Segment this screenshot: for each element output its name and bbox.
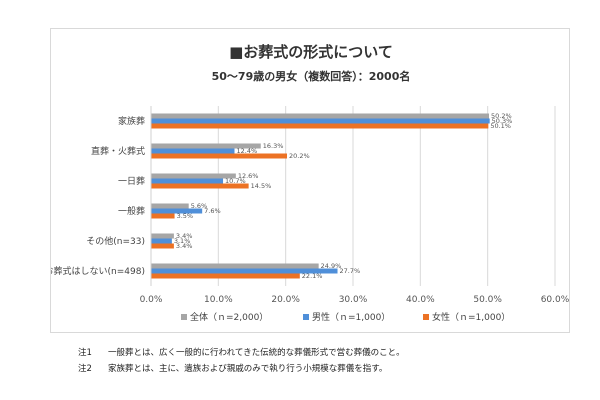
bar-chart: ■お葬式の形式について 50〜79歳の男女（複数回答）：2000名 0.0% 10.0… <box>51 43 570 323</box>
data-label: 12.6% <box>238 172 259 180</box>
x-tick-label: 30.0% <box>339 295 368 305</box>
footnotes: 注1 一般葬とは、広く一般的に行われてきた伝統的な葬儀形式で営む葬儀のこと。 注2… <box>78 345 405 377</box>
data-label: 24.9% <box>321 262 342 270</box>
footnote-tag: 注1 <box>78 348 92 358</box>
data-label: 50.1% <box>490 122 511 130</box>
chart-subtitle: 50〜79歳の男女（複数回答）：2000名 <box>212 69 411 83</box>
bar <box>151 148 235 154</box>
bar <box>151 118 490 124</box>
data-label: 50.3% <box>492 117 513 125</box>
legend-label: 全体（ｎ=2,000） <box>190 311 268 323</box>
data-label: 20.2% <box>289 152 310 160</box>
footnote-1: 注1 一般葬とは、広く一般的に行われてきた伝統的な葬儀形式で営む葬儀のこと。 <box>78 345 405 361</box>
legend-label: 女性（ｎ=1,000） <box>432 311 510 323</box>
bar <box>151 153 288 159</box>
chart-frame: ■お葬式の形式について 50〜79歳の男女（複数回答）：2000名 0.0% 10.0… <box>50 28 570 333</box>
bar <box>151 263 319 269</box>
chart-title: ■お葬式の形式について <box>229 43 393 61</box>
footnote-2: 注2 家族葬とは、主に、遺族および親戚のみで執り行う小規模な葬儀を指す。 <box>78 361 405 377</box>
bar <box>151 243 174 249</box>
data-label: 5.6% <box>191 202 208 210</box>
bar <box>151 143 261 149</box>
footnote-tag: 注2 <box>78 364 92 374</box>
x-tick-label: 60.0% <box>541 295 570 305</box>
category-label: 家族葬 <box>118 115 145 127</box>
legend-swatch <box>181 314 187 320</box>
bar <box>151 178 224 184</box>
bar <box>151 113 490 119</box>
bar <box>151 123 489 129</box>
footnote-text: 家族葬とは、主に、遺族および親戚のみで執り行う小規模な葬儀を指す。 <box>108 364 388 374</box>
data-label: 10.7% <box>225 177 246 185</box>
bar <box>151 173 236 179</box>
data-label: 3.1% <box>174 237 191 245</box>
data-label: 7.6% <box>204 207 221 215</box>
bar <box>151 238 172 244</box>
category-label: 一日葬 <box>118 175 145 187</box>
x-tick-label: 20.0% <box>271 295 300 305</box>
category-label: お葬式はしない(n=498) <box>51 265 145 277</box>
x-tick-label: 10.0% <box>204 295 233 305</box>
x-tick-label: 50.0% <box>473 295 502 305</box>
data-label: 16.3% <box>263 142 284 150</box>
bar <box>151 203 189 209</box>
legend-swatch <box>303 314 309 320</box>
legend-swatch <box>423 314 429 320</box>
bar <box>151 273 300 279</box>
data-label: 12.4% <box>236 147 257 155</box>
bar <box>151 208 203 214</box>
data-label: 3.5% <box>177 212 194 220</box>
bar <box>151 183 249 189</box>
bar <box>151 268 338 274</box>
bar <box>151 233 174 239</box>
x-tick-label: 40.0% <box>406 295 435 305</box>
legend-label: 男性（ｎ=1,000） <box>312 311 390 323</box>
category-label: 一般葬 <box>118 205 145 217</box>
bar <box>151 213 175 219</box>
category-label: 直葬・火葬式 <box>91 145 145 157</box>
data-label: 27.7% <box>340 267 361 275</box>
footnote-text: 一般葬とは、広く一般的に行われてきた伝統的な葬儀形式で営む葬儀のこと。 <box>108 348 405 358</box>
data-label: 22.1% <box>302 272 323 280</box>
data-label: 50.2% <box>491 112 512 120</box>
data-label: 3.4% <box>176 232 193 240</box>
data-label: 3.4% <box>176 242 193 250</box>
category-label: その他(n=33) <box>86 235 145 247</box>
data-label: 14.5% <box>251 182 272 190</box>
x-tick-label: 0.0% <box>140 295 163 305</box>
